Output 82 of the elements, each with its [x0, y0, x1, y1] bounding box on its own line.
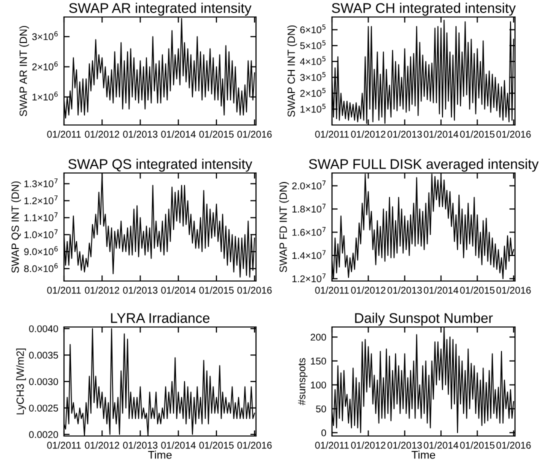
y-tick-label: 0.0040 — [29, 325, 58, 332]
y-tick-label: 0.0025 — [29, 404, 58, 412]
y-tick-label: 200 — [310, 334, 326, 341]
y-axis-title: SWAP QS INT (DN) — [11, 181, 21, 273]
line-series — [64, 328, 256, 436]
x-tick-label: 01/2011 — [47, 286, 81, 294]
x-tick-label: 01/2011 — [315, 286, 349, 294]
x-tick-label: 01/2015 — [199, 130, 234, 138]
x-axis-title: Time — [148, 450, 172, 459]
line-series — [332, 174, 514, 280]
x-tick-label: 01/2015 — [460, 442, 494, 449]
x-tick-label: 01/2015 — [199, 442, 234, 449]
x-tick-label: 01/2013 — [388, 130, 422, 138]
y-tick-label: 150 — [310, 358, 326, 365]
x-tick-label: 01/2016 — [237, 130, 272, 138]
y-axis-title: SWAP CH INT (DN) — [287, 25, 298, 117]
y-tick-label: 6×10$^{5}$ — [300, 24, 326, 34]
y-axis-title: SWAP AR INT (DN) — [19, 26, 30, 116]
y-tick-label: 100 — [310, 382, 326, 388]
y-tick-label: 50 — [316, 405, 326, 412]
y-axis-title: SWAP FD INT (DN) — [279, 182, 289, 272]
y-tick-label: 1.6×10$^{7}$ — [292, 227, 326, 236]
x-tick-label: 01/2012 — [84, 442, 120, 449]
y-tick-label: 0.0035 — [29, 352, 58, 359]
y-tick-label: 4×10$^{5}$ — [300, 56, 326, 66]
x-tick-label: 01/2014 — [424, 130, 458, 138]
y-tick-label: 0.0030 — [29, 378, 58, 386]
y-tick-label: 9.0×10$^{6}$ — [24, 246, 58, 256]
x-tick-label: 01/2016 — [496, 130, 531, 138]
x-tick-label: 01/2016 — [496, 286, 531, 294]
y-tick-label: 1.1×10$^{7}$ — [24, 212, 58, 222]
y-axis-title: LyCH3 [W/m2] — [16, 348, 26, 414]
x-tick-label: 01/2014 — [424, 442, 458, 449]
x-tick-label: 01/2016 — [496, 442, 531, 449]
chart-title: SWAP CH integrated intensity — [332, 2, 516, 16]
x-tick-label: 01/2011 — [47, 442, 81, 449]
x-tick-label: 01/2013 — [388, 442, 422, 449]
x-tick-label: 01/2016 — [237, 286, 272, 294]
y-tick-label: 3×10$^{6}$ — [32, 31, 58, 40]
y-tick-label: 1.3×10$^{7}$ — [24, 178, 58, 188]
x-tick-label: 01/2012 — [351, 442, 386, 449]
y-tick-label: 2×10$^{5}$ — [300, 88, 326, 97]
x-tick-label: 01/2011 — [47, 130, 81, 138]
x-tick-label: 01/2014 — [161, 286, 196, 294]
chart-title: Daily Sunspot Number — [355, 312, 493, 326]
chart-title: SWAP FULL DISK averaged intensity — [308, 158, 539, 172]
y-tick-label: 1.8×10$^{7}$ — [292, 204, 326, 213]
x-tick-label: 01/2013 — [123, 130, 158, 138]
x-axis-title: Time — [412, 450, 436, 459]
y-tick-label: 1.4×10$^{7}$ — [292, 250, 326, 260]
x-tick-label: 01/2012 — [84, 130, 120, 138]
chart-title: LYRA Irradiance — [111, 312, 210, 323]
y-tick-label: 0.0020 — [29, 431, 58, 438]
y-tick-label: 2.0×10$^{7}$ — [292, 180, 326, 190]
chart-title: SWAP QS integrated intensity — [68, 158, 252, 172]
x-tick-label: 01/2015 — [460, 130, 494, 138]
x-tick-label: 01/2011 — [315, 442, 349, 449]
y-tick-label: 1.2×10$^{7}$ — [292, 273, 326, 282]
y-tick-label: 1×10$^{6}$ — [32, 92, 58, 100]
x-tick-label: 01/2013 — [123, 442, 158, 449]
x-tick-label: 01/2013 — [388, 286, 422, 294]
x-tick-label: 01/2012 — [351, 286, 386, 294]
x-tick-label: 01/2012 — [351, 130, 386, 138]
y-tick-label: 0 — [321, 429, 326, 436]
x-tick-label: 01/2015 — [199, 286, 234, 294]
y-tick-label: 1.0×10$^{7}$ — [24, 229, 58, 238]
x-tick-label: 01/2016 — [237, 442, 272, 449]
x-tick-label: 01/2014 — [161, 130, 196, 138]
y-tick-label: 2×10$^{6}$ — [32, 61, 58, 70]
x-tick-label: 01/2013 — [123, 286, 158, 294]
x-tick-label: 01/2014 — [424, 286, 458, 294]
y-tick-label: 1.2×10$^{7}$ — [24, 195, 58, 204]
x-tick-label: 01/2012 — [84, 286, 120, 294]
chart-title: SWAP AR integrated intensity — [69, 2, 252, 16]
y-axis-title: #sunspots — [298, 358, 308, 406]
y-tick-label: 5×10$^{5}$ — [300, 40, 326, 50]
y-tick-label: 1×10$^{5}$ — [300, 104, 326, 113]
y-tick-label: 3×10$^{5}$ — [300, 72, 326, 81]
x-tick-label: 01/2014 — [161, 442, 196, 449]
x-tick-label: 01/2015 — [460, 286, 494, 294]
y-tick-label: 8.0×10$^{6}$ — [24, 263, 58, 272]
x-tick-label: 01/2011 — [315, 130, 349, 138]
